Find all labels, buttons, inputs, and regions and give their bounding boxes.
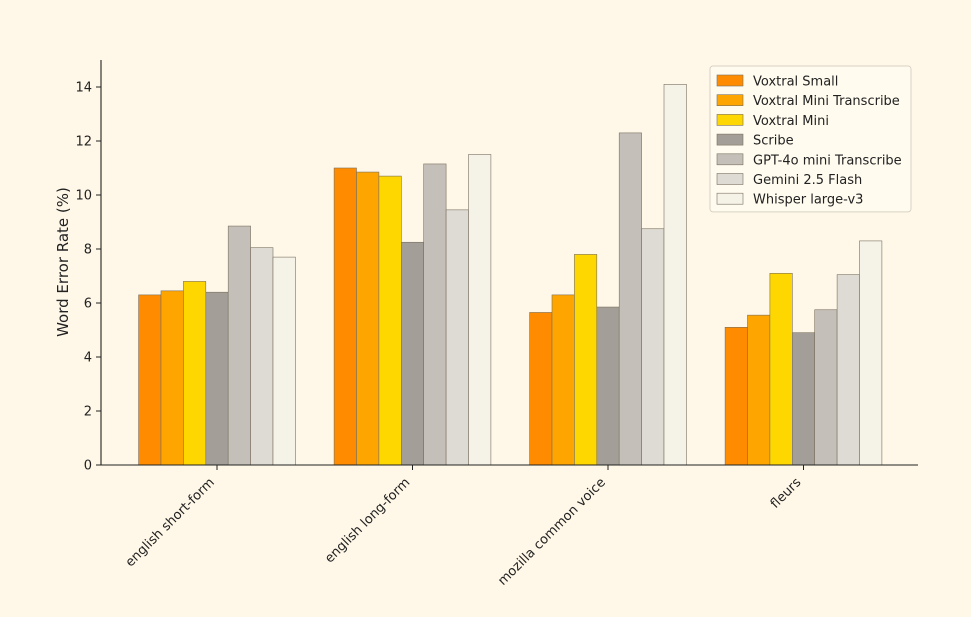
legend-label: Gemini 2.5 Flash	[753, 173, 862, 188]
bar	[724, 326, 748, 466]
bar	[551, 294, 575, 466]
legend-label: GPT-4o mini Transcribe	[753, 153, 902, 168]
bar	[423, 163, 447, 466]
bar	[641, 228, 665, 466]
bars-group	[138, 84, 883, 466]
legend-swatch	[716, 94, 744, 106]
bar	[769, 272, 793, 466]
legend-swatch	[716, 114, 744, 126]
bar	[574, 254, 598, 466]
y-tick-label: 0	[84, 459, 92, 474]
legend-swatch	[716, 192, 744, 205]
legend-box	[709, 65, 912, 213]
y-ticks-group: 0 2 4 6 8 10 12 14	[75, 81, 101, 474]
bar	[468, 154, 492, 466]
y-tick-label: 6	[84, 297, 92, 312]
bar	[250, 247, 274, 466]
y-tick-label: 8	[84, 243, 92, 258]
bar	[138, 294, 162, 466]
bar	[205, 291, 229, 466]
legend-swatch	[716, 133, 744, 146]
bar	[183, 281, 207, 466]
legend: Voxtral Small Voxtral Mini Transcribe Voxt…	[709, 65, 912, 213]
y-tick-label: 4	[84, 351, 92, 366]
bar	[356, 171, 380, 466]
bar	[333, 167, 357, 466]
legend-label: Scribe	[753, 134, 794, 149]
legend-label: Voxtral Small	[753, 75, 838, 90]
bar	[791, 332, 815, 466]
bar	[160, 290, 184, 466]
legend-label: Voxtral Mini	[753, 114, 829, 129]
bar	[596, 306, 620, 466]
bar	[227, 225, 251, 466]
bar	[400, 241, 424, 466]
y-axis-label: Word Error Rate (%)	[54, 187, 72, 337]
legend-label: Whisper large-v3	[753, 193, 863, 208]
bar	[814, 309, 838, 466]
legend-label: Voxtral Mini Transcribe	[753, 94, 900, 109]
bar	[529, 312, 553, 466]
legend-swatch	[716, 153, 744, 166]
bar	[378, 175, 402, 466]
legend-swatch	[716, 74, 744, 87]
bar	[836, 274, 860, 466]
legend-swatch	[716, 173, 744, 185]
y-tick-label: 14	[75, 81, 92, 96]
axes-group	[100, 60, 918, 466]
bar	[663, 84, 687, 466]
y-tick-label: 2	[84, 405, 92, 420]
bar	[747, 314, 771, 466]
bar	[859, 240, 883, 466]
bar	[445, 209, 469, 466]
bar	[618, 132, 642, 466]
y-tick-label: 12	[75, 135, 92, 150]
y-tick-label: 10	[75, 189, 92, 204]
bar	[272, 256, 296, 466]
